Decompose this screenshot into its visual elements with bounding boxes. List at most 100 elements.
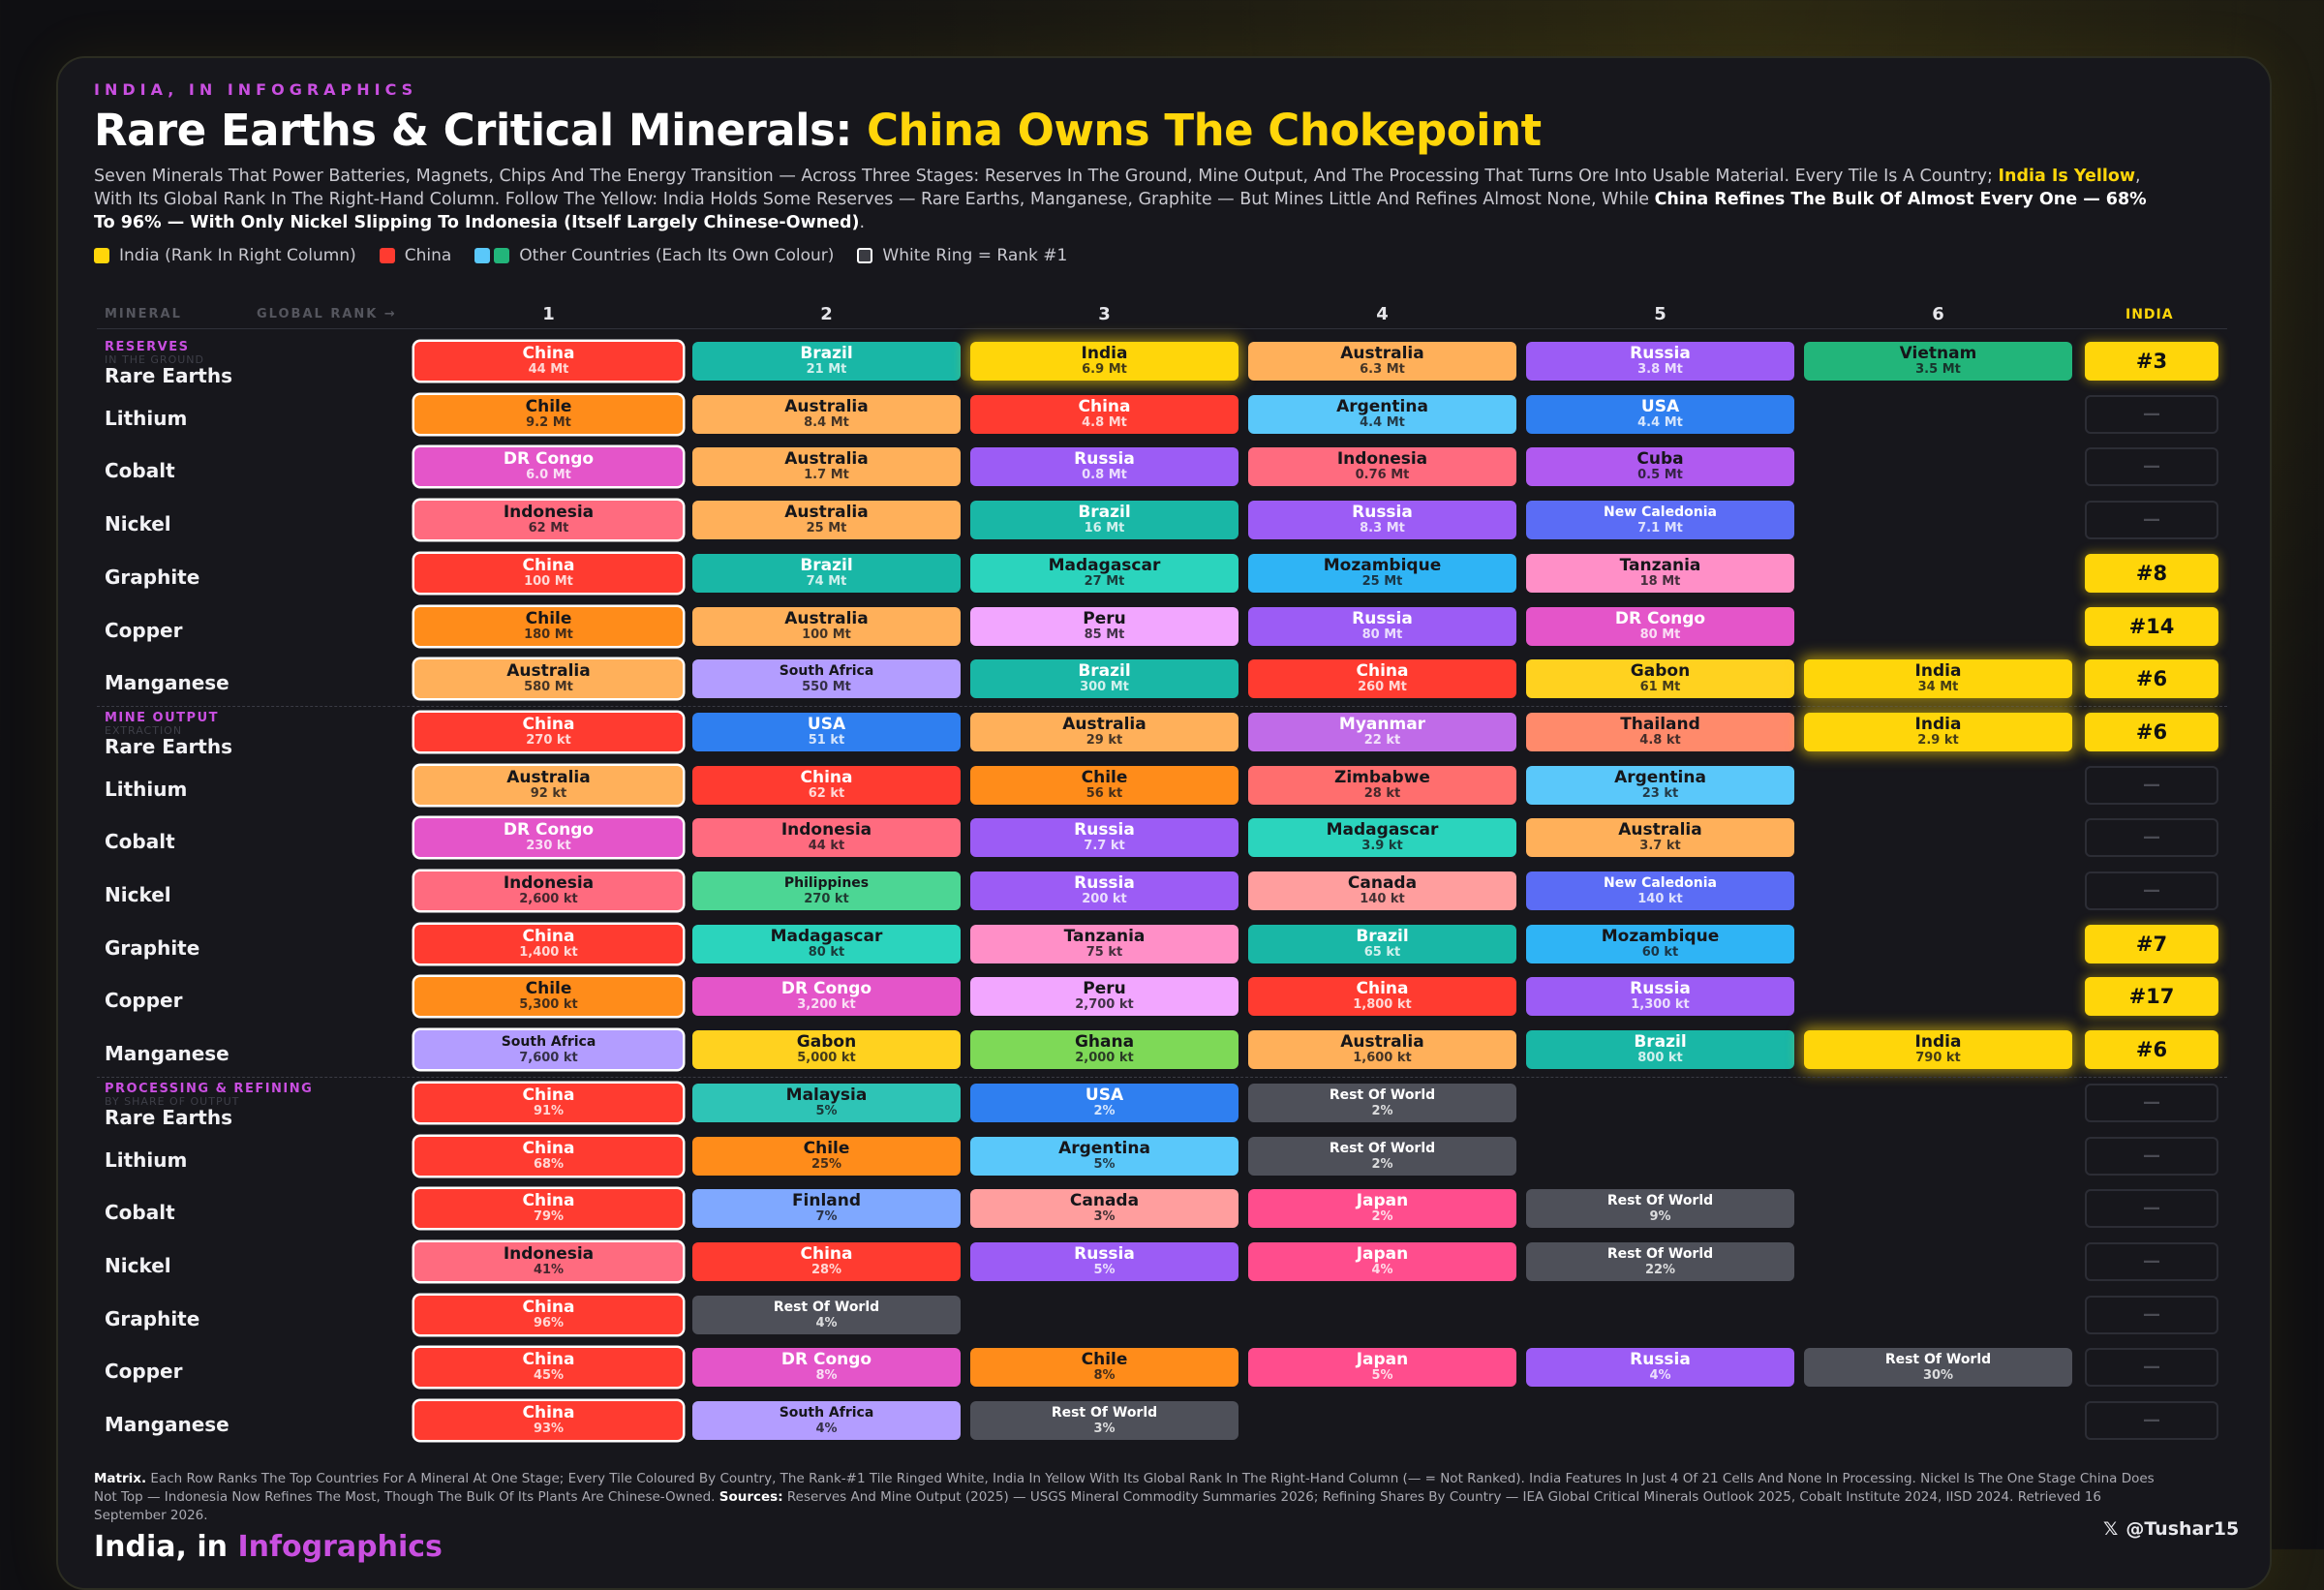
tile-country: Gabon bbox=[1630, 661, 1691, 682]
tile-value: 5% bbox=[1371, 1368, 1393, 1384]
india-rank-badge: #8 bbox=[2085, 553, 2218, 593]
tile-country: Rest Of World bbox=[1329, 1140, 1436, 1156]
country-tile: Madagascar 3.9 kt bbox=[1248, 818, 1516, 858]
tile-value: 3.9 kt bbox=[1361, 839, 1403, 854]
country-tile: Indonesia 0.76 Mt bbox=[1248, 447, 1516, 487]
country-tile: Japan 2% bbox=[1248, 1189, 1516, 1229]
tile-value: 4.4 Mt bbox=[1360, 414, 1405, 430]
country-tile: Rest Of World 9% bbox=[1526, 1189, 1794, 1229]
social-handle[interactable]: 𝕏 @Tushar15 bbox=[2103, 1518, 2239, 1540]
tile-value: 200 kt bbox=[1082, 892, 1127, 906]
mineral-label: Graphite bbox=[105, 1306, 200, 1330]
tile-value: 8% bbox=[1093, 1368, 1116, 1384]
tile-value: 65 kt bbox=[1363, 944, 1401, 960]
tile-country: DR Congo bbox=[503, 449, 595, 470]
intro-part-2: , With Its Global Rank In The Right-Hand… bbox=[94, 167, 2141, 209]
tile-value: 41% bbox=[533, 1262, 565, 1277]
tile-value: 25 Mt bbox=[806, 521, 847, 536]
country-tile: Brazil 21 Mt bbox=[692, 342, 961, 381]
legend-india: India (Rank In Right Column) bbox=[94, 246, 356, 265]
india-rank-badge: #7 bbox=[2085, 924, 2218, 963]
tile-value: 25 Mt bbox=[1361, 573, 1403, 589]
tile-country: Mozambique bbox=[1601, 926, 1720, 946]
tile-country: Canada bbox=[1069, 1191, 1140, 1211]
india-rank-badge: — bbox=[2085, 1189, 2218, 1229]
country-tile: Mozambique 60 kt bbox=[1526, 924, 1794, 963]
india-rank-badge: #6 bbox=[2085, 1030, 2218, 1070]
china-swatch bbox=[379, 248, 395, 263]
tile-value: 7% bbox=[815, 1209, 838, 1225]
brand-part-1: India, in bbox=[94, 1530, 238, 1564]
country-tile: Rest Of World 30% bbox=[1804, 1348, 2072, 1388]
country-tile: Russia 7.7 kt bbox=[970, 818, 1238, 858]
tile-value: 270 kt bbox=[804, 892, 849, 906]
tile-country: Rest Of World bbox=[1606, 1193, 1714, 1209]
legend-others: Other Countries (Each Its Own Colour) bbox=[474, 246, 834, 265]
tile-value: 3,200 kt bbox=[797, 997, 856, 1013]
tile-value: 2% bbox=[1371, 1156, 1393, 1172]
tile-country: China bbox=[800, 767, 853, 787]
country-tile: Myanmar 22 kt bbox=[1248, 712, 1516, 751]
tile-country: Gabon bbox=[796, 1032, 857, 1053]
country-tile: Malaysia 5% bbox=[692, 1083, 961, 1122]
country-tile: Rest Of World 3% bbox=[970, 1401, 1238, 1440]
tile-country: Zimbabwe bbox=[1334, 767, 1430, 787]
tile-country: China bbox=[522, 1085, 575, 1105]
tile-country: Cuba bbox=[1636, 449, 1684, 470]
tile-country: Canada bbox=[1347, 873, 1418, 893]
tile-value: 62 kt bbox=[808, 785, 845, 801]
country-tile: Ghana 2,000 kt bbox=[970, 1030, 1238, 1070]
mineral-label: Lithium bbox=[105, 1147, 188, 1172]
tile-value: 0.76 Mt bbox=[1355, 468, 1410, 483]
tile-value: 45% bbox=[533, 1368, 565, 1384]
tile-value: 8.4 Mt bbox=[804, 414, 849, 430]
tile-country: DR Congo bbox=[1614, 608, 1706, 628]
tile-value: 6.0 Mt bbox=[526, 468, 571, 483]
tile-value: 68% bbox=[533, 1156, 565, 1172]
other-swatch-blue bbox=[474, 248, 491, 263]
tile-value: 62 Mt bbox=[528, 521, 569, 536]
mineral-label: Rare Earths bbox=[105, 1105, 233, 1129]
india-swatch bbox=[94, 248, 109, 263]
tile-country: Thailand bbox=[1620, 714, 1700, 734]
tile-country: Peru bbox=[1083, 979, 1126, 999]
tile-country: Rest Of World bbox=[773, 1299, 880, 1315]
tile-value: 2.9 kt bbox=[1917, 732, 1959, 748]
mineral-label: Nickel bbox=[105, 512, 171, 536]
tile-value: 2,000 kt bbox=[1075, 1051, 1134, 1066]
tile-value: 9% bbox=[1649, 1209, 1671, 1225]
tile-country: Brazil bbox=[800, 344, 853, 363]
tile-value: 5% bbox=[1093, 1262, 1116, 1277]
tile-value: 800 kt bbox=[1637, 1051, 1683, 1066]
tile-value: 29 kt bbox=[1086, 732, 1123, 748]
tile-country: South Africa bbox=[779, 1405, 874, 1421]
country-tile: China 68% bbox=[414, 1136, 683, 1176]
col-header-3: 3 bbox=[1098, 304, 1111, 324]
tile-value: 27 Mt bbox=[1084, 573, 1125, 589]
country-tile: Thailand 4.8 kt bbox=[1526, 712, 1794, 751]
tile-country: USA bbox=[807, 714, 846, 734]
country-tile: Japan 5% bbox=[1248, 1348, 1516, 1388]
mineral-label: Nickel bbox=[105, 1253, 171, 1277]
tile-value: 100 Mt bbox=[524, 573, 573, 589]
tile-country: Australia bbox=[1340, 344, 1424, 363]
ring-swatch bbox=[857, 248, 873, 263]
country-tile: Indonesia 41% bbox=[414, 1241, 683, 1281]
country-tile: Russia 1,300 kt bbox=[1526, 977, 1794, 1017]
country-tile: Rest Of World 22% bbox=[1526, 1241, 1794, 1281]
tile-value: 140 kt bbox=[1360, 892, 1405, 906]
country-tile: Tanzania 75 kt bbox=[970, 924, 1238, 963]
tile-country: India bbox=[1914, 714, 1962, 734]
tile-value: 80 Mt bbox=[1361, 627, 1403, 642]
country-tile: Chile 56 kt bbox=[970, 765, 1238, 805]
country-tile: Indonesia 2,600 kt bbox=[414, 871, 683, 910]
country-tile: China 4.8 Mt bbox=[970, 394, 1238, 434]
brand-part-2: Infographics bbox=[237, 1530, 443, 1564]
tile-country: Madagascar bbox=[1048, 555, 1161, 575]
tile-value: 18 Mt bbox=[1639, 573, 1681, 589]
tile-value: 34 Mt bbox=[1917, 680, 1959, 695]
country-tile: DR Congo 230 kt bbox=[414, 818, 683, 858]
tile-country: Russia bbox=[1630, 979, 1691, 999]
mineral-label: Graphite bbox=[105, 565, 200, 589]
mineral-label: Nickel bbox=[105, 883, 171, 906]
